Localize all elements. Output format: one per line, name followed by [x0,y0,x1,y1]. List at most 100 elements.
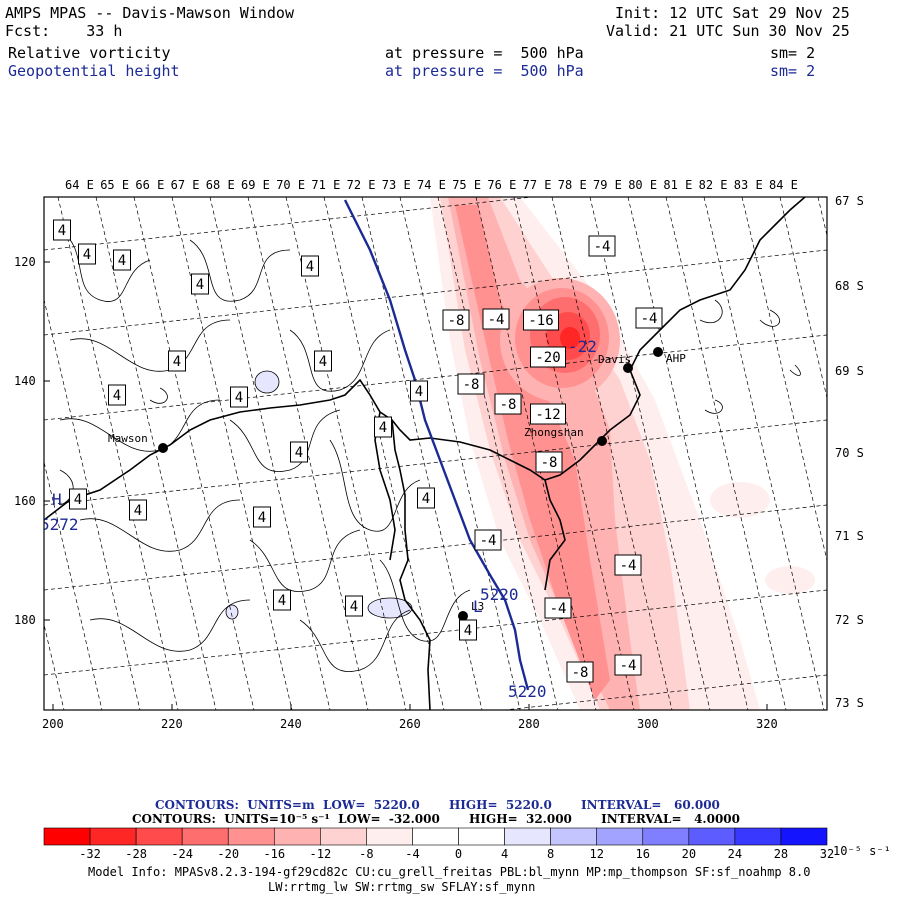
meridian-line [171,197,293,710]
meridian-line [44,460,103,710]
vorticity-shading [430,197,815,710]
legend-height-contours: CONTOURS: UNITS=m LOW= 5220.0 HIGH= 5220… [155,798,720,812]
lon-label: 84 E [769,178,798,192]
colorbar-swatch [273,827,321,846]
station-name: AHP [666,352,686,365]
svg-text:-20: -20 [535,350,560,366]
svg-text:-4: -4 [620,658,637,674]
contour-label: 4 [301,255,319,277]
height-labels: 5220 5220 5272 H L -22 [40,337,597,701]
colorbar-tick-label: 32 [820,847,834,861]
meridian-line [95,197,217,710]
meridian-line [475,197,597,710]
lon-label: 78 E [558,178,587,192]
x-tick-label: 200 [42,717,64,731]
svg-text:-16: -16 [528,313,553,329]
lon-label: 71 E [311,178,340,192]
meridian-line [247,197,369,710]
y-tick-label: 120 [14,255,36,269]
lon-label: 74 E [417,178,446,192]
contour-label: -4 [482,308,510,330]
svg-text:4: 4 [379,420,387,436]
height-value-label: 5220 [508,682,547,701]
coastline [44,197,806,710]
svg-text:4: 4 [134,503,142,519]
svg-text:-4: -4 [620,558,637,574]
lat-label: 69 S [835,364,864,378]
svg-text:-8: -8 [448,313,465,329]
colorbar-swatch [550,827,598,846]
contour-label: 4 [129,499,147,521]
contour-label: -4 [544,597,572,619]
lat-label: 71 S [835,529,864,543]
height-value-label: 5272 [40,515,79,534]
lon-label: 80 E [628,178,657,192]
lat-label: 68 S [835,279,864,293]
contour-label: -8 [442,309,470,331]
colorbar-tick-label: -28 [125,847,147,861]
lat-label: 72 S [835,613,864,627]
contour-label: 4 [314,350,332,372]
peak-vorticity-label: -22 [568,337,597,356]
meridian-line [741,197,827,562]
svg-text:-4: -4 [641,311,658,327]
contour-label: 4 [191,273,209,295]
station-davis: Davis [598,353,633,373]
colorbar-swatch [504,827,551,846]
contour-label: 4 [417,487,435,509]
svg-text:4: 4 [278,593,286,609]
meridian-line [703,197,825,710]
contour-label: -4 [614,654,642,676]
station-dot [653,347,663,357]
colorbar-swatch [181,827,229,846]
forecast-hour: Fcst: 33 h [5,22,122,40]
meridian-line [285,197,407,710]
contour-label: -8 [566,661,594,683]
svg-text:-4: -4 [550,601,567,617]
y-tick-label: 180 [14,613,36,627]
svg-text:4: 4 [118,253,126,269]
fcst-value: 33 h [86,22,123,40]
colorbar-swatch [366,827,413,846]
lon-label: 72 E [347,178,376,192]
meridian-line [133,197,255,710]
x-grid-ticks: 200 220 240 260 280 300 320 [42,704,778,731]
latitude-labels: 67 S 68 S 69 S 70 S 71 S 72 S 73 S [835,194,864,710]
contour-label: 4 [374,416,392,438]
contour-label: 4 [253,506,271,528]
model-info-line2: LW:rrtmg_lw SW:rrtmg_sw SFLAY:sf_mynn [268,880,536,894]
svg-text:-8: -8 [572,665,589,681]
station-dot [623,363,633,373]
lat-label: 70 S [835,446,864,460]
svg-text:-4: -4 [488,312,505,328]
lon-label: 64 E [65,178,94,192]
valid-time: Valid: 21 UTC Sun 30 Nov 25 [606,22,850,40]
lon-label: 76 E [487,178,516,192]
model-info-line1: Model Info: MPASv8.2.3-194-gf29cd82c CU:… [88,865,811,879]
lon-label: 65 E [100,178,129,192]
x-tick-label: 300 [637,717,659,731]
meridian-line [44,622,65,710]
fcst-label: Fcst: [5,22,51,40]
station-dot [458,611,468,621]
station-markers: Mawson Davis Zhongshan AHP L3 [108,347,686,621]
contour-label: 4 [459,619,477,641]
contour-label: 4 [113,249,131,271]
parallel-line [44,249,827,336]
contour-label: 4 [345,595,363,617]
lon-label: 75 E [452,178,481,192]
legend-vorticity-contours: CONTOURS: UNITS=10⁻⁵ s⁻¹ LOW= -32.000 HI… [132,812,740,826]
lat-label: 73 S [835,696,864,710]
x-tick-label: 260 [399,717,421,731]
contour-label: 4 [290,441,308,463]
vorticity-contours [59,229,801,672]
y-tick-label: 140 [14,374,36,388]
colorbar-tick-label: 8 [547,847,554,861]
meridian-line [513,197,635,710]
svg-text:-8: -8 [500,397,517,413]
meridian-line [44,298,141,710]
lon-label: 77 E [523,178,552,192]
colorbar-swatch [43,827,91,846]
init-time: Init: 12 UTC Sat 29 Nov 25 [615,4,850,22]
